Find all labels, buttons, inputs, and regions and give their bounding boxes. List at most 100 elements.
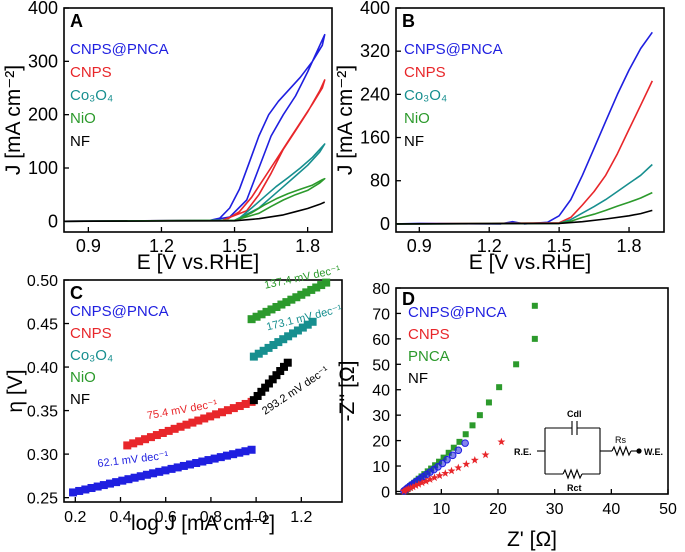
data-point bbox=[418, 478, 427, 487]
panel-letter: C bbox=[70, 283, 83, 303]
plot-frame bbox=[63, 279, 343, 503]
x-tick-label: 1.5 bbox=[222, 236, 247, 256]
y-tick-label: 10 bbox=[372, 459, 390, 476]
data-point bbox=[272, 302, 281, 311]
series-line bbox=[63, 79, 326, 223]
data-point bbox=[216, 453, 225, 462]
data-point bbox=[447, 466, 456, 475]
data-point bbox=[262, 307, 271, 316]
y-tick-label: 0 bbox=[48, 211, 58, 231]
data-point bbox=[223, 406, 232, 415]
data-point bbox=[267, 305, 276, 314]
legend-item: CNPS@PNCA bbox=[70, 41, 169, 58]
data-point bbox=[259, 346, 268, 355]
legend-item: NiO bbox=[70, 369, 96, 386]
y-tick-label: 0.35 bbox=[27, 404, 58, 421]
data-point bbox=[422, 477, 430, 485]
series-line bbox=[395, 163, 653, 225]
data-point bbox=[485, 399, 492, 406]
data-point bbox=[307, 285, 316, 294]
data-point bbox=[276, 367, 285, 376]
panel-letter: A bbox=[70, 11, 83, 31]
y-tick-label: 100 bbox=[28, 158, 58, 178]
data-point bbox=[182, 420, 191, 429]
legend-item: CNPS bbox=[408, 326, 450, 343]
data-point bbox=[257, 387, 266, 396]
legend-item: NF bbox=[408, 370, 428, 387]
data-point bbox=[164, 426, 173, 435]
data-point bbox=[222, 451, 231, 460]
data-point bbox=[155, 467, 164, 476]
x-tick-label: 1.2 bbox=[149, 236, 174, 256]
y-tick-label: 240 bbox=[360, 84, 390, 104]
data-point bbox=[441, 469, 450, 477]
data-point bbox=[241, 447, 250, 456]
data-point bbox=[303, 320, 312, 329]
data-point bbox=[461, 439, 469, 447]
data-point bbox=[430, 473, 439, 482]
x-tick-label: 40 bbox=[602, 501, 620, 518]
y-axis-label: -Z'' [Ω] bbox=[336, 360, 359, 421]
data-point bbox=[123, 441, 132, 450]
legend-item: NiO bbox=[404, 110, 430, 127]
series-line bbox=[395, 31, 653, 225]
data-point bbox=[105, 479, 114, 488]
data-point bbox=[254, 349, 263, 358]
data-point bbox=[269, 341, 278, 350]
data-point bbox=[289, 329, 298, 338]
rct-label: Rct bbox=[567, 483, 582, 493]
series-line bbox=[63, 33, 326, 223]
x-tick-label: 20 bbox=[489, 501, 507, 518]
data-point bbox=[204, 456, 213, 465]
x-tick-label: 1.0 bbox=[245, 509, 267, 526]
data-point bbox=[283, 358, 292, 367]
y-tick-label: 0.45 bbox=[27, 317, 58, 334]
x-axis-label: E [V vs.RHE] bbox=[137, 251, 260, 274]
data-point bbox=[146, 433, 155, 442]
data-point bbox=[282, 298, 291, 307]
panel-b: 0.9 1.2 1.5 1.8 0 80 160 240 320 400 B E [V vs.RHE]… bbox=[334, 0, 665, 274]
data-point bbox=[152, 431, 161, 440]
data-point bbox=[481, 450, 490, 459]
data-point bbox=[179, 461, 188, 470]
data-point bbox=[476, 412, 483, 419]
x-tick-label: 10 bbox=[432, 501, 450, 518]
y-tick-label: 200 bbox=[28, 105, 58, 125]
data-point bbox=[406, 483, 415, 492]
data-point bbox=[268, 375, 277, 384]
y-tick-label: 60 bbox=[372, 332, 390, 349]
data-point bbox=[136, 472, 145, 481]
data-point bbox=[261, 383, 270, 392]
panel-letter: D bbox=[402, 289, 415, 309]
data-point bbox=[513, 361, 520, 368]
data-point bbox=[454, 446, 463, 455]
panel-letter: B bbox=[402, 11, 415, 31]
data-point bbox=[443, 455, 451, 464]
cdl-label: Cdl bbox=[567, 409, 582, 419]
legend-item: CNPS bbox=[404, 64, 446, 81]
data-point bbox=[158, 428, 167, 437]
data-point bbox=[462, 431, 469, 438]
data-point bbox=[235, 402, 244, 411]
y-tick-label: 20 bbox=[372, 434, 390, 451]
data-point bbox=[186, 460, 195, 469]
data-point bbox=[409, 482, 417, 491]
data-point bbox=[99, 481, 108, 490]
y-tick-label: 40 bbox=[372, 383, 390, 400]
series-line bbox=[63, 177, 326, 223]
slope-label: 293.2 mV dec⁻¹ bbox=[260, 364, 331, 417]
y-axis-label: J [mA cm⁻²] bbox=[2, 65, 25, 175]
data-point bbox=[69, 488, 78, 497]
data-point bbox=[497, 437, 506, 446]
rs-label: Rs bbox=[615, 435, 626, 445]
x-tick-label: 1.5 bbox=[547, 236, 572, 256]
data-point bbox=[198, 457, 207, 466]
y-tick-label: 80 bbox=[372, 281, 390, 298]
y-tick-label: 0 bbox=[380, 214, 390, 234]
panel-c: 0.2 0.4 0.6 0.8 1.0 1.2 0.25 0.30 0.35 0.40 0.45 0.… bbox=[4, 264, 344, 535]
data-point bbox=[426, 475, 434, 483]
data-point bbox=[135, 437, 144, 446]
data-point bbox=[264, 379, 273, 388]
x-tick-label: 1.8 bbox=[295, 236, 320, 256]
x-tick-label: 30 bbox=[546, 501, 564, 518]
